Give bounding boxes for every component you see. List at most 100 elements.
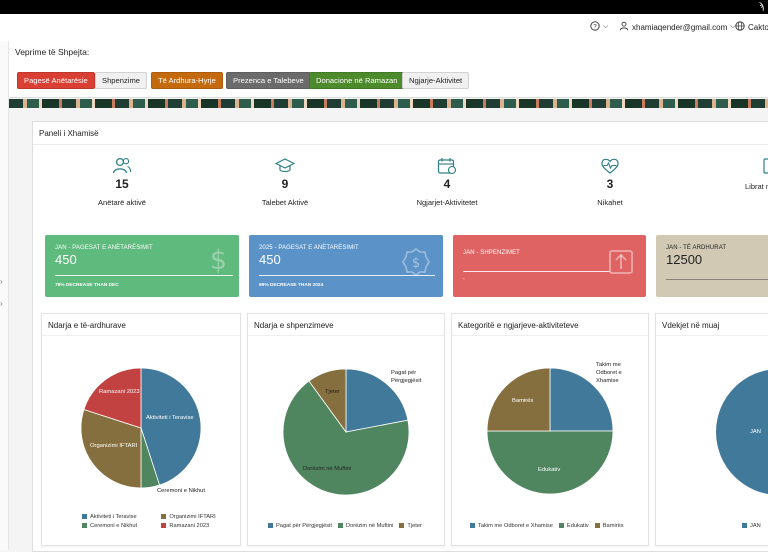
legend-label: Ramazani 2023 [169, 522, 210, 529]
stat-label: Anëtarë aktivë [98, 198, 146, 207]
pagese-anetaresie-button[interactable]: Pagesë Anëtarësie [17, 72, 95, 89]
legend-item[interactable]: Edukativ [558, 521, 589, 530]
chart-card-expenses: Ndarja e shpenzimeve Pagat për Përgjegjë… [247, 313, 445, 546]
legend-swatch [161, 523, 167, 528]
legend-label: Pagat për Përgjegjësit [276, 522, 332, 529]
slice-label: Bamirës [512, 398, 534, 404]
signal-icon: ϡ [758, 1, 764, 11]
chevron-right-icon[interactable]: › [0, 299, 3, 308]
help-menu[interactable]: ? ⌵ [590, 21, 608, 33]
legend-item[interactable]: Pagat për Përgjegjësit [268, 521, 332, 530]
slice-label: Takim me Odboret e Xhamise [596, 362, 622, 384]
user-icon [619, 21, 629, 33]
help-circle-icon: ? [590, 21, 600, 33]
stat-label: Ngjarjet-Aktivitetet [416, 198, 478, 207]
panel-title: Paneli i Xhamisë [39, 129, 99, 138]
pie-slice-jan[interactable] [716, 369, 768, 495]
card-2025-membership[interactable]: 2025 - PAGESAT E ANËTARËSIMIT 450 99% DE… [249, 235, 443, 297]
slice-label: Aktiviteti i Teravise [146, 415, 194, 421]
language-label: Cakto [748, 22, 768, 32]
legend-label: Dorëzim në Muftini [345, 522, 394, 529]
pie-slice-ramazani-2023[interactable] [83, 367, 142, 429]
slice-label: JAN [750, 429, 761, 435]
dollar-icon: $ [209, 245, 227, 276]
card-divider [55, 275, 233, 276]
legend-label: Tjeter [407, 522, 422, 529]
ngjarje-aktivitet-button[interactable]: Ngjarje-Aktivitet [402, 72, 470, 89]
chevron-right-icon[interactable]: › [0, 277, 3, 286]
legend-swatch [337, 523, 343, 528]
legend-swatch [399, 523, 405, 528]
card-footer: - [463, 277, 465, 282]
legend-item[interactable]: Tjeter [399, 521, 422, 530]
pie-slice-aktiviteti-i-teravise[interactable] [140, 367, 202, 486]
dashboard-panel: Paneli i Xhamisë 15 Anëtarë aktivë 9 Tal… [32, 121, 768, 552]
card-jan-income[interactable]: JAN - TË ARDHURAT 12500 [656, 235, 768, 297]
shpenzime-button[interactable]: Shpenzime [95, 72, 147, 89]
chart-title: Vdekjet në muaj [662, 321, 720, 330]
chevron-down-icon: ⌵ [603, 23, 609, 30]
legend-item[interactable]: Bamirës [594, 521, 624, 530]
divider [248, 335, 444, 336]
legend-label: Bamirës [602, 522, 624, 529]
user-menu[interactable]: xhamiaqender@gmail.com ⌵ [619, 21, 736, 33]
legend-swatch [558, 523, 564, 528]
legend-label: Organizimi IFTARI [169, 513, 216, 520]
card-divider [259, 275, 435, 276]
chart-legend: Takim me Odboret e Xhamise Edukativ Bami… [470, 521, 624, 530]
legend-item[interactable]: JAN [742, 521, 761, 530]
legend-item[interactable]: Dorëzim në Muftini [337, 521, 394, 530]
slice-label: Ceremoni e Nikhut [157, 488, 206, 494]
stat-librat[interactable]: Librat n [705, 157, 768, 191]
chart-legend: Aktiviteti i Teravise Organizimi IFTARI … [82, 512, 232, 530]
app-header: ? ⌵ xhamiaqender@gmail.com ⌵ Cakto [0, 14, 768, 42]
pie-chart-deaths [716, 369, 768, 495]
stat-members[interactable]: 15 Anëtarë aktivë [62, 157, 182, 207]
stat-value: 9 [281, 177, 289, 191]
card-footer: 78% DECREASE THAN DEC [55, 283, 119, 288]
chart-title: Ndarja e të-ardhurave [48, 321, 126, 330]
dollar-badge-icon: $ [402, 248, 430, 276]
slice-label: Edukativ [538, 467, 561, 473]
card-jan-membership[interactable]: JAN - PAGESAT E ANËTARËSIMIT 450 78% DEC… [45, 235, 239, 297]
pie-slice-organizimi-iftari[interactable] [80, 408, 142, 489]
legend-swatch [268, 523, 273, 528]
card-value: 12500 [666, 252, 703, 267]
card-title: JAN - PAGESAT E ANËTARËSIMIT [55, 245, 153, 251]
stat-events[interactable]: 4 Ngjarjet-Aktivitetet [387, 157, 507, 207]
legend-item[interactable]: Ramazani 2023 [161, 521, 232, 530]
legend-item[interactable]: Ceremoni e Nikhut [82, 521, 153, 530]
pie-slice-tjeter[interactable] [308, 368, 347, 434]
card-jan-expenses[interactable]: JAN - SHPENZIMET - [453, 235, 646, 297]
pie-slice-edukativ[interactable] [486, 430, 614, 495]
pie-slice-dor-zim-n-muftini[interactable] [282, 380, 410, 496]
prezenca-talebeve-button[interactable]: Prezenca e Talebeve [226, 72, 311, 89]
calendar-icon [437, 158, 457, 175]
stat-label: Nikahet [597, 198, 623, 207]
pie-chart-income [80, 367, 202, 489]
chart-card-income: Ndarja e të-ardhurave Aktiviteti i Terav… [41, 313, 241, 546]
pie-slice-pagat-p-r-p-rgjegj-sit[interactable] [345, 368, 409, 433]
chart-title: Kategoritë e ngjarjeve-aktiviteteve [458, 321, 579, 330]
donacione-ramazan-button[interactable]: Donacione në Ramazan [309, 72, 405, 89]
stat-value: 15 [115, 177, 129, 191]
legend-item[interactable]: Takim me Odboret e Xhamise [470, 521, 553, 530]
legend-swatch [594, 523, 600, 528]
quick-actions-title: Veprime të Shpejta: [15, 47, 90, 57]
pie-slice-takim-me-odboret-e-xhamise[interactable] [549, 367, 614, 432]
legend-item[interactable]: Organizimi IFTARI [161, 512, 232, 521]
te-ardhura-button[interactable]: Të Ardhura-Hyrje [151, 72, 223, 89]
pie-slice-bamir-s[interactable] [486, 367, 551, 432]
language-menu[interactable]: Cakto [735, 21, 768, 33]
svg-text:$: $ [412, 256, 420, 271]
legend-swatch [161, 514, 167, 519]
legend-swatch [82, 523, 87, 528]
stat-nikahet[interactable]: 3 Nikahet [550, 157, 670, 207]
side-gutter: › › [0, 41, 9, 550]
legend-item[interactable]: Aktiviteti i Teravise [82, 512, 153, 521]
stat-talebet[interactable]: 9 Talebet Aktivë [225, 157, 345, 207]
divider [452, 335, 648, 336]
stat-value: 3 [606, 177, 614, 191]
stat-label: Librat n [745, 182, 768, 191]
stat-label: Talebet Aktivë [261, 198, 309, 207]
